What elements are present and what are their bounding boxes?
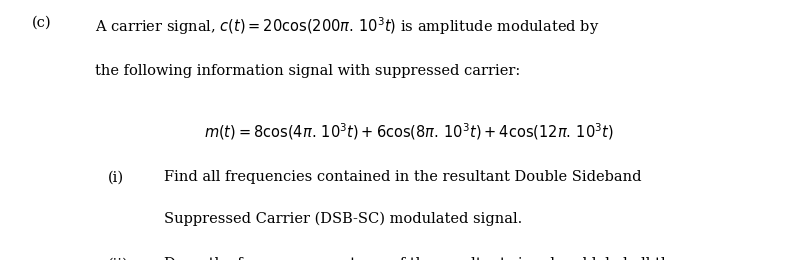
Text: the following information signal with suppressed carrier:: the following information signal with su… — [95, 64, 520, 78]
Text: Suppressed Carrier (DSB-SC) modulated signal.: Suppressed Carrier (DSB-SC) modulated si… — [164, 212, 522, 226]
Text: A carrier signal, $c(t) = 20 \cos(200\pi.\, 10^3t)$ is amplitude modulated by: A carrier signal, $c(t) = 20 \cos(200\pi… — [95, 16, 599, 37]
Text: $m(t) = 8 \cos(4\pi.\, 10^3t) + 6 \cos(8\pi.\, 10^3t) + 4 \cos(12\pi.\, 10^3t)$: $m(t) = 8 \cos(4\pi.\, 10^3t) + 6 \cos(8… — [204, 121, 614, 142]
Text: (ii): (ii) — [108, 257, 129, 260]
Text: Draw the frequency spectrum of the resultant signal and label all the: Draw the frequency spectrum of the resul… — [164, 257, 679, 260]
Text: (i): (i) — [108, 170, 124, 184]
Text: (c): (c) — [32, 16, 52, 30]
Text: Find all frequencies contained in the resultant Double Sideband: Find all frequencies contained in the re… — [164, 170, 642, 184]
